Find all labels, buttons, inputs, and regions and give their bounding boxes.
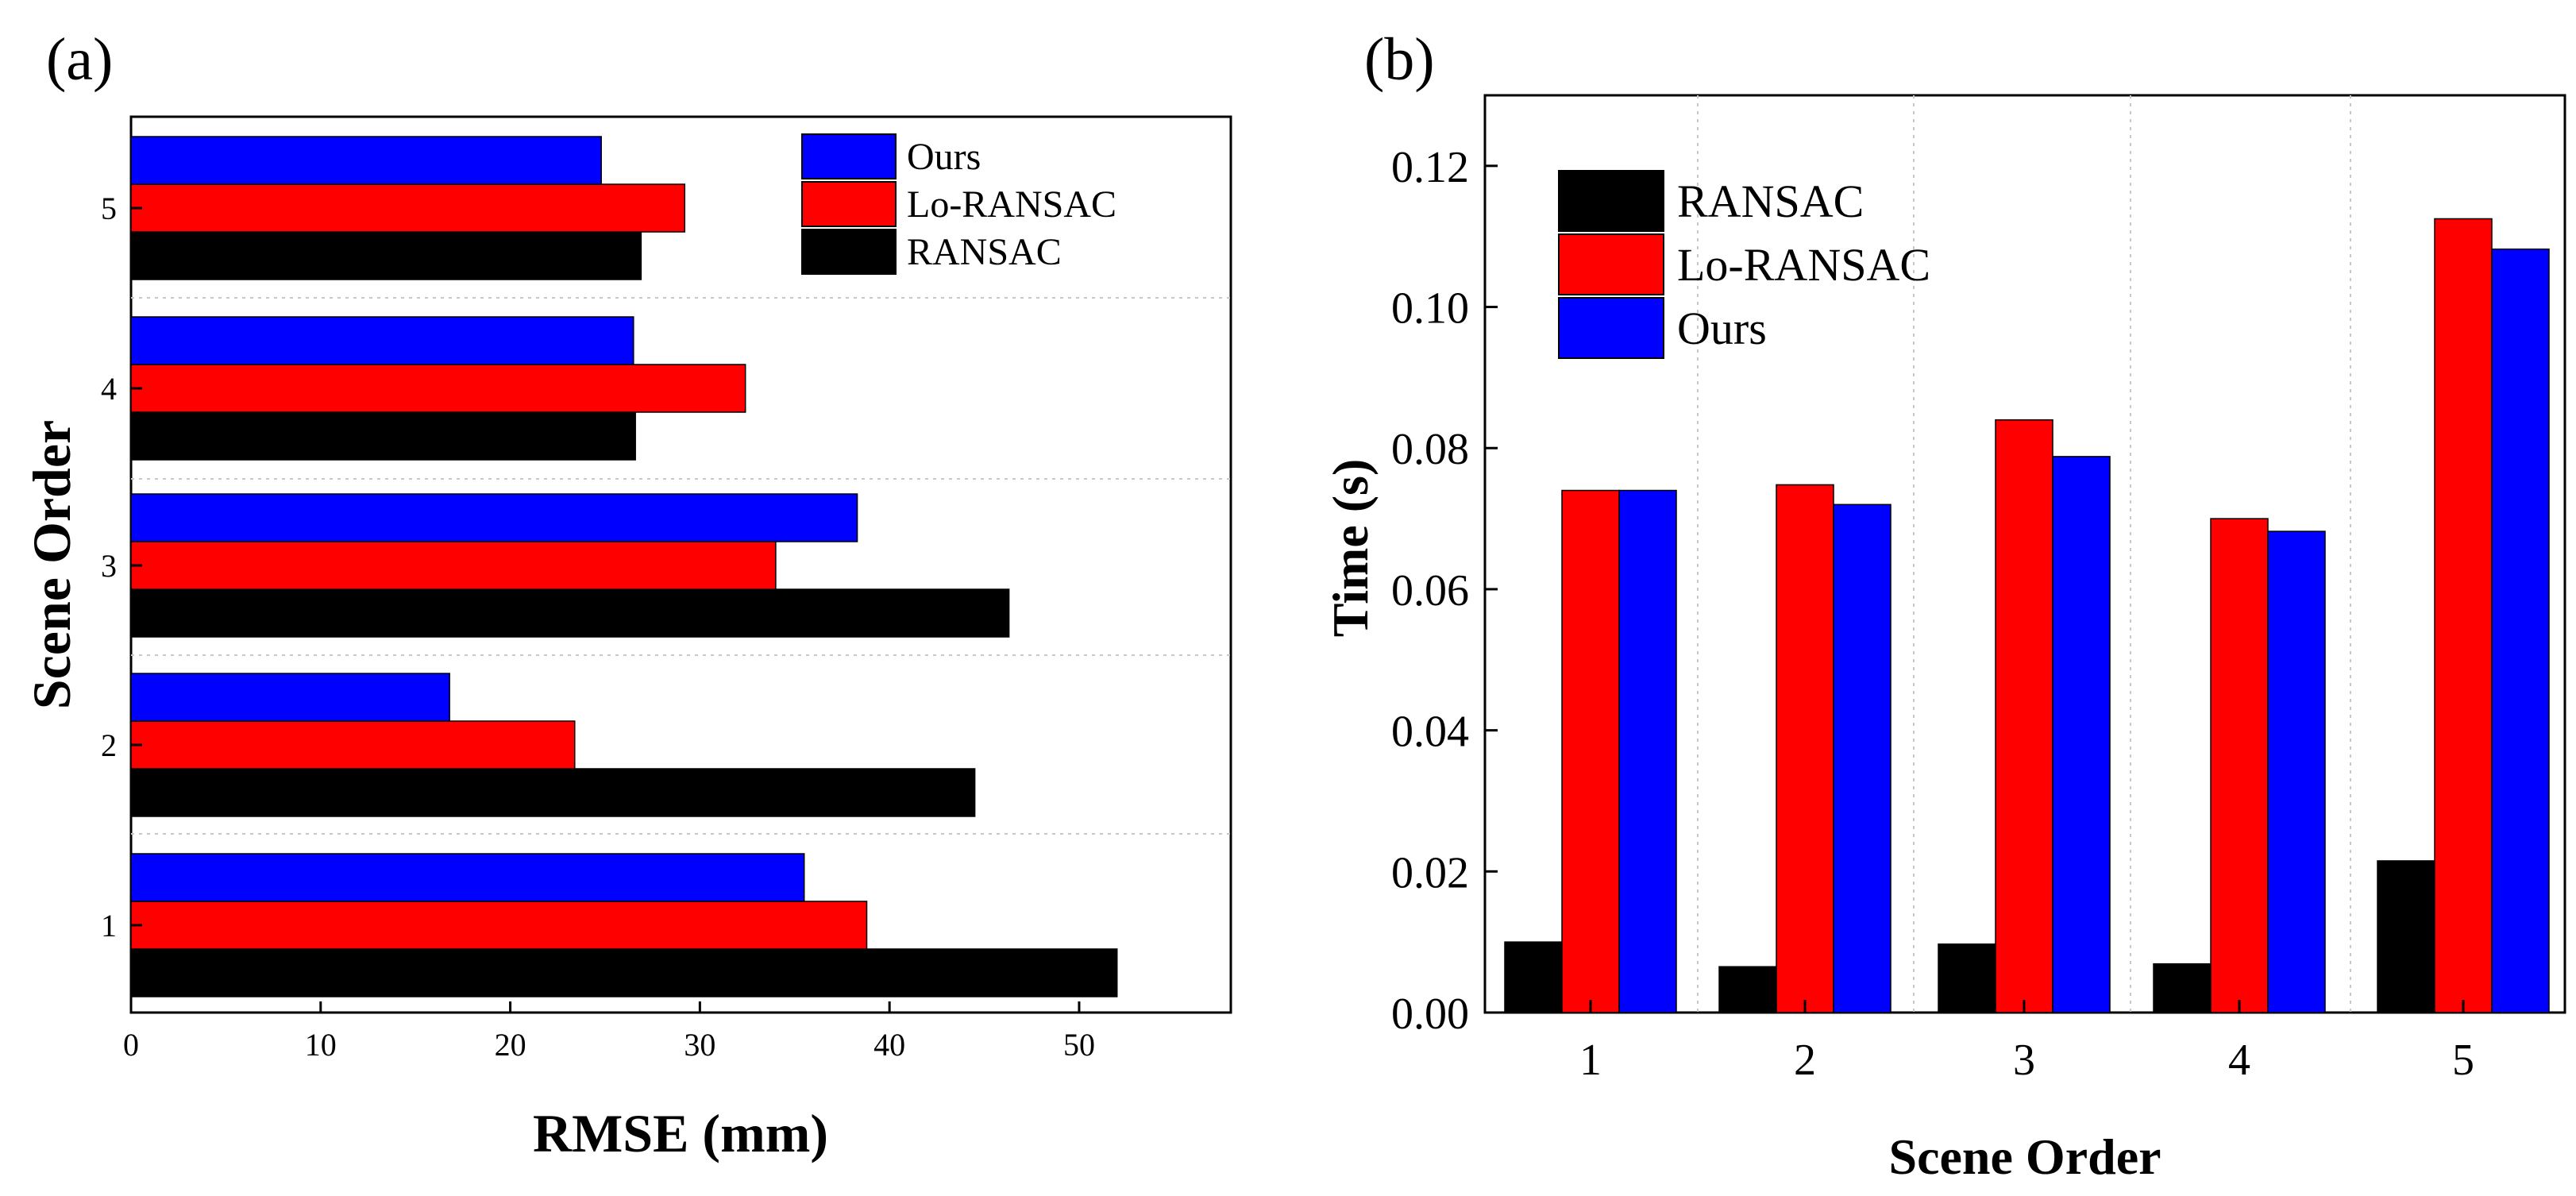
panel-b-bar-ours-scene-3 [2052,456,2111,1013]
panel-a-label: (a) [46,26,113,93]
panel-b-legend: RANSAC Lo-RANSAC Ours [1558,170,1930,359]
panel-a-ytick-label-3: 3 [101,548,117,584]
panel-b-bar-lo-ransac-scene-1 [1561,489,1620,1013]
panel-a-bar-ours-scene-5 [130,136,602,185]
panel-a-xtick-label-30: 30 [684,1027,715,1063]
panel-b-bar-ransac-scene-1 [1504,941,1563,1013]
panel-a-y-axis-title: Scene Order [21,420,82,709]
panel-b-bar-ours-scene-1 [1618,489,1677,1013]
panel-a-ytick-label-1: 1 [101,908,117,943]
panel-a: (a) 0 10 20 30 40 50 1 2 3 4 5 RMSE (mm) Scene Or… [21,26,1232,1163]
panel-a-x-ticks: 0 10 20 30 40 50 [123,1001,1095,1063]
panel-b-xtick-label-3: 3 [2013,1036,2035,1085]
panel-a-x-axis-title: RMSE (mm) [533,1103,828,1163]
panel-b-gridlines [1697,95,2351,1013]
panel-a-bar-ransac-scene-5 [130,231,642,280]
panel-b-legend-swatch-ransac [1558,170,1664,232]
panel-b-xtick-label-4: 4 [2228,1036,2250,1085]
panel-a-bars [130,136,1118,997]
panel-b-xtick-label-2: 2 [1794,1036,1816,1085]
panel-b-bars [1504,218,2550,1013]
panel-b-bar-ransac-scene-5 [2377,860,2435,1013]
panel-b-bar-lo-ransac-scene-5 [2434,218,2493,1013]
panel-a-ytick-label-5: 5 [101,191,117,226]
panel-b-bar-ours-scene-5 [2491,248,2550,1013]
panel-a-xtick-label-0: 0 [123,1027,139,1063]
panel-b-xtick-label-5: 5 [2452,1036,2474,1085]
panel-a-legend-label-lo-ransac: Lo-RANSAC [907,183,1116,226]
panel-b-bar-lo-ransac-scene-3 [1995,419,2053,1013]
panel-a-legend: Ours Lo-RANSAC RANSAC [801,133,1116,275]
panel-b-legend-label-ransac: RANSAC [1677,176,1864,227]
panel-a-xtick-label-20: 20 [495,1027,526,1063]
panel-b-bar-lo-ransac-scene-2 [1776,484,1834,1013]
panel-b-bar-ransac-scene-4 [2153,963,2212,1013]
panel-b-ytick-label-0.06: 0.06 [1391,566,1469,615]
panel-a-xtick-label-40: 40 [873,1027,905,1063]
panel-b-x-ticks: 1 2 3 4 5 [1579,1000,2474,1085]
panel-b-legend-swatch-ours [1558,297,1664,359]
panel-b-x-axis-title: Scene Order [1889,1128,2161,1185]
panel-a-bar-ours-scene-4 [130,316,634,365]
panel-a-legend-swatch-ransac [801,229,897,275]
panel-a-bar-lo-ransac-scene-3 [130,541,777,590]
panel-b-ytick-label-0.10: 0.10 [1391,284,1469,334]
panel-a-bar-ours-scene-1 [130,853,805,902]
panel-b-label: (b) [1364,26,1435,93]
panel-b-bar-lo-ransac-scene-4 [2210,518,2269,1013]
panel-a-bar-ransac-scene-1 [130,948,1118,997]
panel-a-xtick-label-50: 50 [1063,1027,1095,1063]
panel-b-legend-swatch-lo-ransac [1558,233,1664,295]
panel-b-y-ticks: 0.00 0.02 0.04 0.06 0.08 0.10 0.12 [1391,143,1498,1039]
panel-b-bar-ours-scene-2 [1833,503,1892,1013]
panel-b-legend-label-lo-ransac: Lo-RANSAC [1677,239,1930,291]
panel-b: (b) 1 2 3 4 5 0.00 0.02 0.04 0.06 0.08 0.10 0.12 S… [1322,26,2566,1185]
panel-a-bar-ransac-scene-3 [130,588,1010,638]
panel-b-y-axis-title: Time (s) [1322,459,1379,638]
panel-b-bar-ransac-scene-3 [1938,943,1996,1013]
panel-b-ytick-label-0.00: 0.00 [1391,990,1469,1039]
panel-a-y-ticks: 1 2 3 4 5 [101,191,142,943]
panel-a-bar-ours-scene-2 [130,673,450,722]
panel-a-gridlines [131,297,1231,835]
panel-a-legend-label-ours: Ours [907,136,981,178]
panel-a-bar-lo-ransac-scene-4 [130,364,746,413]
panel-a-xtick-label-10: 10 [305,1027,337,1063]
panel-a-ytick-label-4: 4 [101,371,117,407]
panel-b-ytick-label-0.12: 0.12 [1391,143,1469,192]
panel-a-legend-label-ransac: RANSAC [907,231,1062,273]
panel-a-legend-swatch-ours [801,133,897,179]
panel-a-bar-lo-ransac-scene-1 [130,901,868,950]
panel-b-bar-ransac-scene-2 [1718,966,1777,1013]
panel-b-ytick-label-0.08: 0.08 [1391,425,1469,474]
panel-a-bar-ransac-scene-4 [130,411,636,461]
panel-b-ytick-label-0.04: 0.04 [1391,708,1469,757]
panel-b-ytick-label-0.02: 0.02 [1391,848,1469,897]
panel-a-bar-lo-ransac-scene-2 [130,720,576,770]
panel-b-bar-ours-scene-4 [2267,530,2326,1013]
panel-a-legend-swatch-lo-ransac [801,181,897,227]
panel-a-bar-lo-ransac-scene-5 [130,183,686,233]
panel-a-ytick-label-2: 2 [101,727,117,763]
panel-b-xtick-label-1: 1 [1579,1036,1602,1085]
panel-b-legend-label-ours: Ours [1677,303,1767,354]
panel-a-bar-ransac-scene-2 [130,768,976,817]
panel-a-bar-ours-scene-3 [130,493,858,542]
